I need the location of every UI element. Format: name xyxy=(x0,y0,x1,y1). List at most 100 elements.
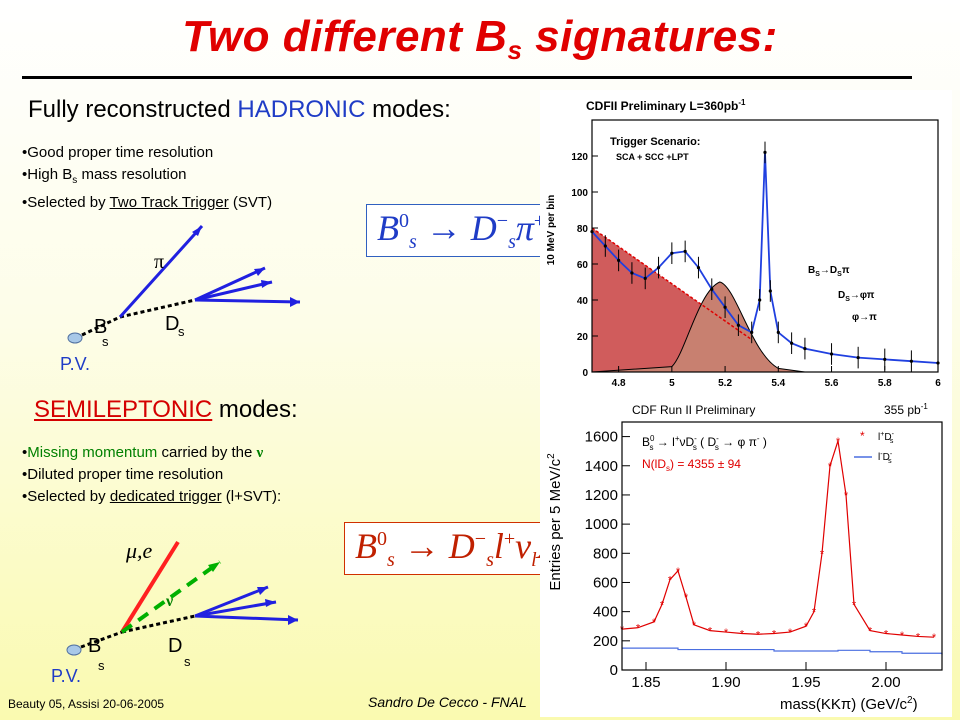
data-point: * xyxy=(724,627,729,639)
data-point: * xyxy=(852,599,857,611)
plot1-annotation: BS→DSπ xyxy=(808,265,850,278)
bullet-item: •Selected by Two Track Trigger (SVT) xyxy=(22,194,273,211)
x-tick-label: 2.00 xyxy=(871,674,900,691)
semileptonic-formula: B0s → D−sl+νlX xyxy=(344,522,570,576)
bs-flight-line xyxy=(81,315,121,337)
right-sign-fit-line xyxy=(621,440,935,638)
y-tick-label: 200 xyxy=(593,633,618,650)
plot2-lumi: 355 pb-1 xyxy=(884,402,928,417)
ds-daughter-track xyxy=(194,266,266,302)
neutrino-label: ν xyxy=(165,593,173,610)
data-point: * xyxy=(804,621,809,633)
data-point: * xyxy=(916,631,921,643)
hadronic-formula: B0s → D−sπ+ xyxy=(366,204,557,258)
arrow-head-icon xyxy=(261,280,272,288)
data-point xyxy=(630,271,634,275)
data-point: * xyxy=(772,629,777,641)
x-tick-label: 5.2 xyxy=(718,378,732,389)
plot1-annotation: φ→π xyxy=(852,312,877,323)
y-tick-label: 1000 xyxy=(585,516,618,533)
legend-entry: l+D-s xyxy=(878,431,895,445)
bs-mass-plot: CDFII Preliminary L=360pb-1 10 MeV per b… xyxy=(540,90,952,402)
data-point: * xyxy=(932,632,937,644)
bs-label: B xyxy=(88,635,101,657)
y-tick-label: 40 xyxy=(577,296,589,307)
plot1-title: CDFII Preliminary L=360pb-1 xyxy=(586,98,746,113)
ds-label: D xyxy=(168,635,182,657)
y-tick-label: 60 xyxy=(577,260,589,271)
plot1-frame xyxy=(591,119,939,373)
data-point xyxy=(617,258,621,262)
arrow-head-icon xyxy=(288,615,298,625)
plot1-annotation: Trigger Scenario: xyxy=(610,136,700,148)
data-point: * xyxy=(652,617,657,629)
arrow-head-icon xyxy=(290,297,300,307)
ds-label-sub: s xyxy=(178,324,185,339)
ds-mass-plot: CDF Run II Preliminary 355 pb-1 Entries … xyxy=(540,402,952,717)
plot2-ylabel: Entries per 5 MeV/c2 xyxy=(546,453,564,591)
data-point xyxy=(603,244,607,248)
hadronic-heading: Fully reconstructed HADRONIC modes: xyxy=(28,96,451,123)
y-tick-label: 100 xyxy=(571,188,588,199)
semileptonic-bullet-list: •Missing momentum carried by the ν •Dilu… xyxy=(22,442,281,508)
hadronic-decay-diagram: π B s D s P.V. xyxy=(60,224,301,374)
bs-mass-plot-svg: CDFII Preliminary L=360pb-1 10 MeV per b… xyxy=(546,98,941,389)
data-point xyxy=(758,298,762,302)
data-point xyxy=(723,305,727,309)
lepton-track xyxy=(120,540,180,634)
y-tick-label: 800 xyxy=(593,545,618,562)
y-tick-label: 20 xyxy=(577,332,589,343)
bullet-item: •Selected by dedicated trigger (l+SVT): xyxy=(22,488,282,505)
legend-entry: l-D-s xyxy=(878,451,893,465)
bullet-item: •High Bs mass resolution xyxy=(22,166,187,186)
plot2-frame xyxy=(621,421,943,671)
bs-label-sub: s xyxy=(102,334,109,349)
data-point: * xyxy=(684,592,689,604)
wrong-sign-histogram xyxy=(622,647,943,655)
x-tick-label: 5.4 xyxy=(771,378,785,389)
ds-daughter-track xyxy=(194,280,273,302)
partial-reco-background-area xyxy=(591,281,805,373)
ds-daughter-track xyxy=(194,585,269,618)
y-tick-label: 600 xyxy=(593,574,618,591)
ds-daughter-track xyxy=(194,614,299,622)
data-point xyxy=(790,341,794,345)
data-point: * xyxy=(692,620,697,632)
x-tick-label: 5 xyxy=(669,378,675,389)
y-tick-label: 1400 xyxy=(585,458,618,475)
data-point: * xyxy=(660,599,665,611)
data-point: * xyxy=(820,548,825,560)
slide-title: Two different Bs signatures: xyxy=(182,12,778,65)
y-tick-label: 120 xyxy=(571,152,588,163)
data-point xyxy=(909,359,913,363)
data-point: * xyxy=(812,607,817,619)
y-tick-label: 80 xyxy=(577,224,589,235)
data-point xyxy=(656,266,661,270)
data-point xyxy=(736,323,740,327)
arrow-head-icon xyxy=(265,599,276,607)
data-point: * xyxy=(868,626,873,638)
data-point xyxy=(803,347,807,351)
data-point xyxy=(829,352,834,356)
data-point: * xyxy=(900,630,905,642)
plot2-xlabel: mass(KKπ) (GeV/c2) xyxy=(780,695,918,713)
plot1-annotation: SCA + SCC +LPT xyxy=(616,152,689,162)
x-tick-label: 4.8 xyxy=(612,378,626,389)
data-point: * xyxy=(708,626,713,638)
data-point xyxy=(696,266,701,270)
footer-author: Sandro De Cecco - FNAL xyxy=(368,694,527,710)
ds-flight-line xyxy=(121,614,196,634)
plot1-annotation: DS→φπ xyxy=(838,290,875,303)
data-point: * xyxy=(828,461,833,473)
ds-daughter-track xyxy=(194,298,301,304)
arrow-head-icon xyxy=(257,587,268,595)
background-fit-line xyxy=(591,227,753,341)
plot2-legend: * l+D-s l-D-s xyxy=(854,429,895,465)
pion-track xyxy=(118,224,204,319)
arrow-head-icon xyxy=(192,226,202,236)
title-divider xyxy=(22,76,912,79)
data-point xyxy=(768,289,772,293)
y-tick-label: 0 xyxy=(610,662,618,679)
hadronic-bullet-list: •Good proper time resolution •High Bs ma… xyxy=(22,142,272,214)
plot2-decay-text: B0 s → l+νD-s ( D-s → φ π- ) xyxy=(642,434,767,452)
